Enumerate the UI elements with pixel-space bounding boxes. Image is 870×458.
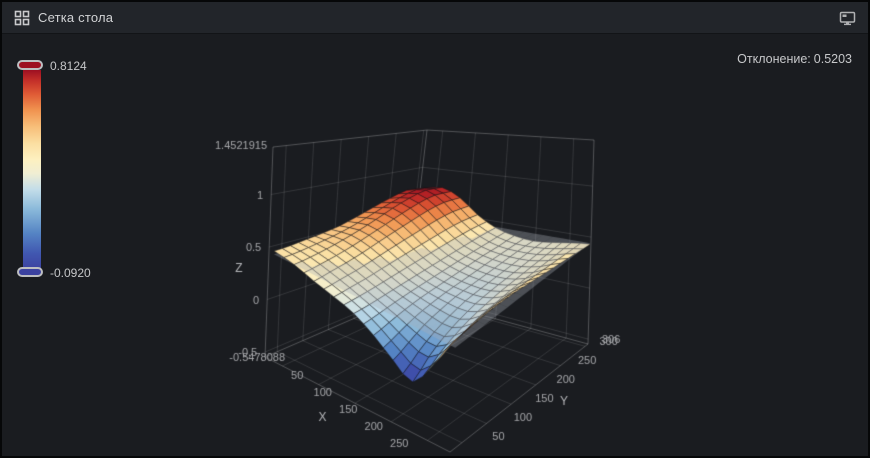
monitor-icon[interactable]	[839, 10, 856, 26]
colorbar-max-label: 0.8124	[50, 59, 87, 73]
deviation-value: 0.5203	[813, 52, 852, 66]
deviation-label: Отклонение:	[737, 52, 811, 66]
grid-icon	[14, 10, 30, 26]
deviation-readout: Отклонение: 0.5203	[734, 52, 852, 66]
panel-header[interactable]: Сетка стола	[2, 2, 868, 34]
colorbar-gradient	[23, 70, 41, 269]
colorbar-min-label: -0.0920	[50, 266, 91, 280]
colorbar-max-cap	[17, 60, 43, 70]
colorbar-min-cap	[17, 267, 43, 277]
panel-title: Сетка стола	[38, 10, 114, 25]
